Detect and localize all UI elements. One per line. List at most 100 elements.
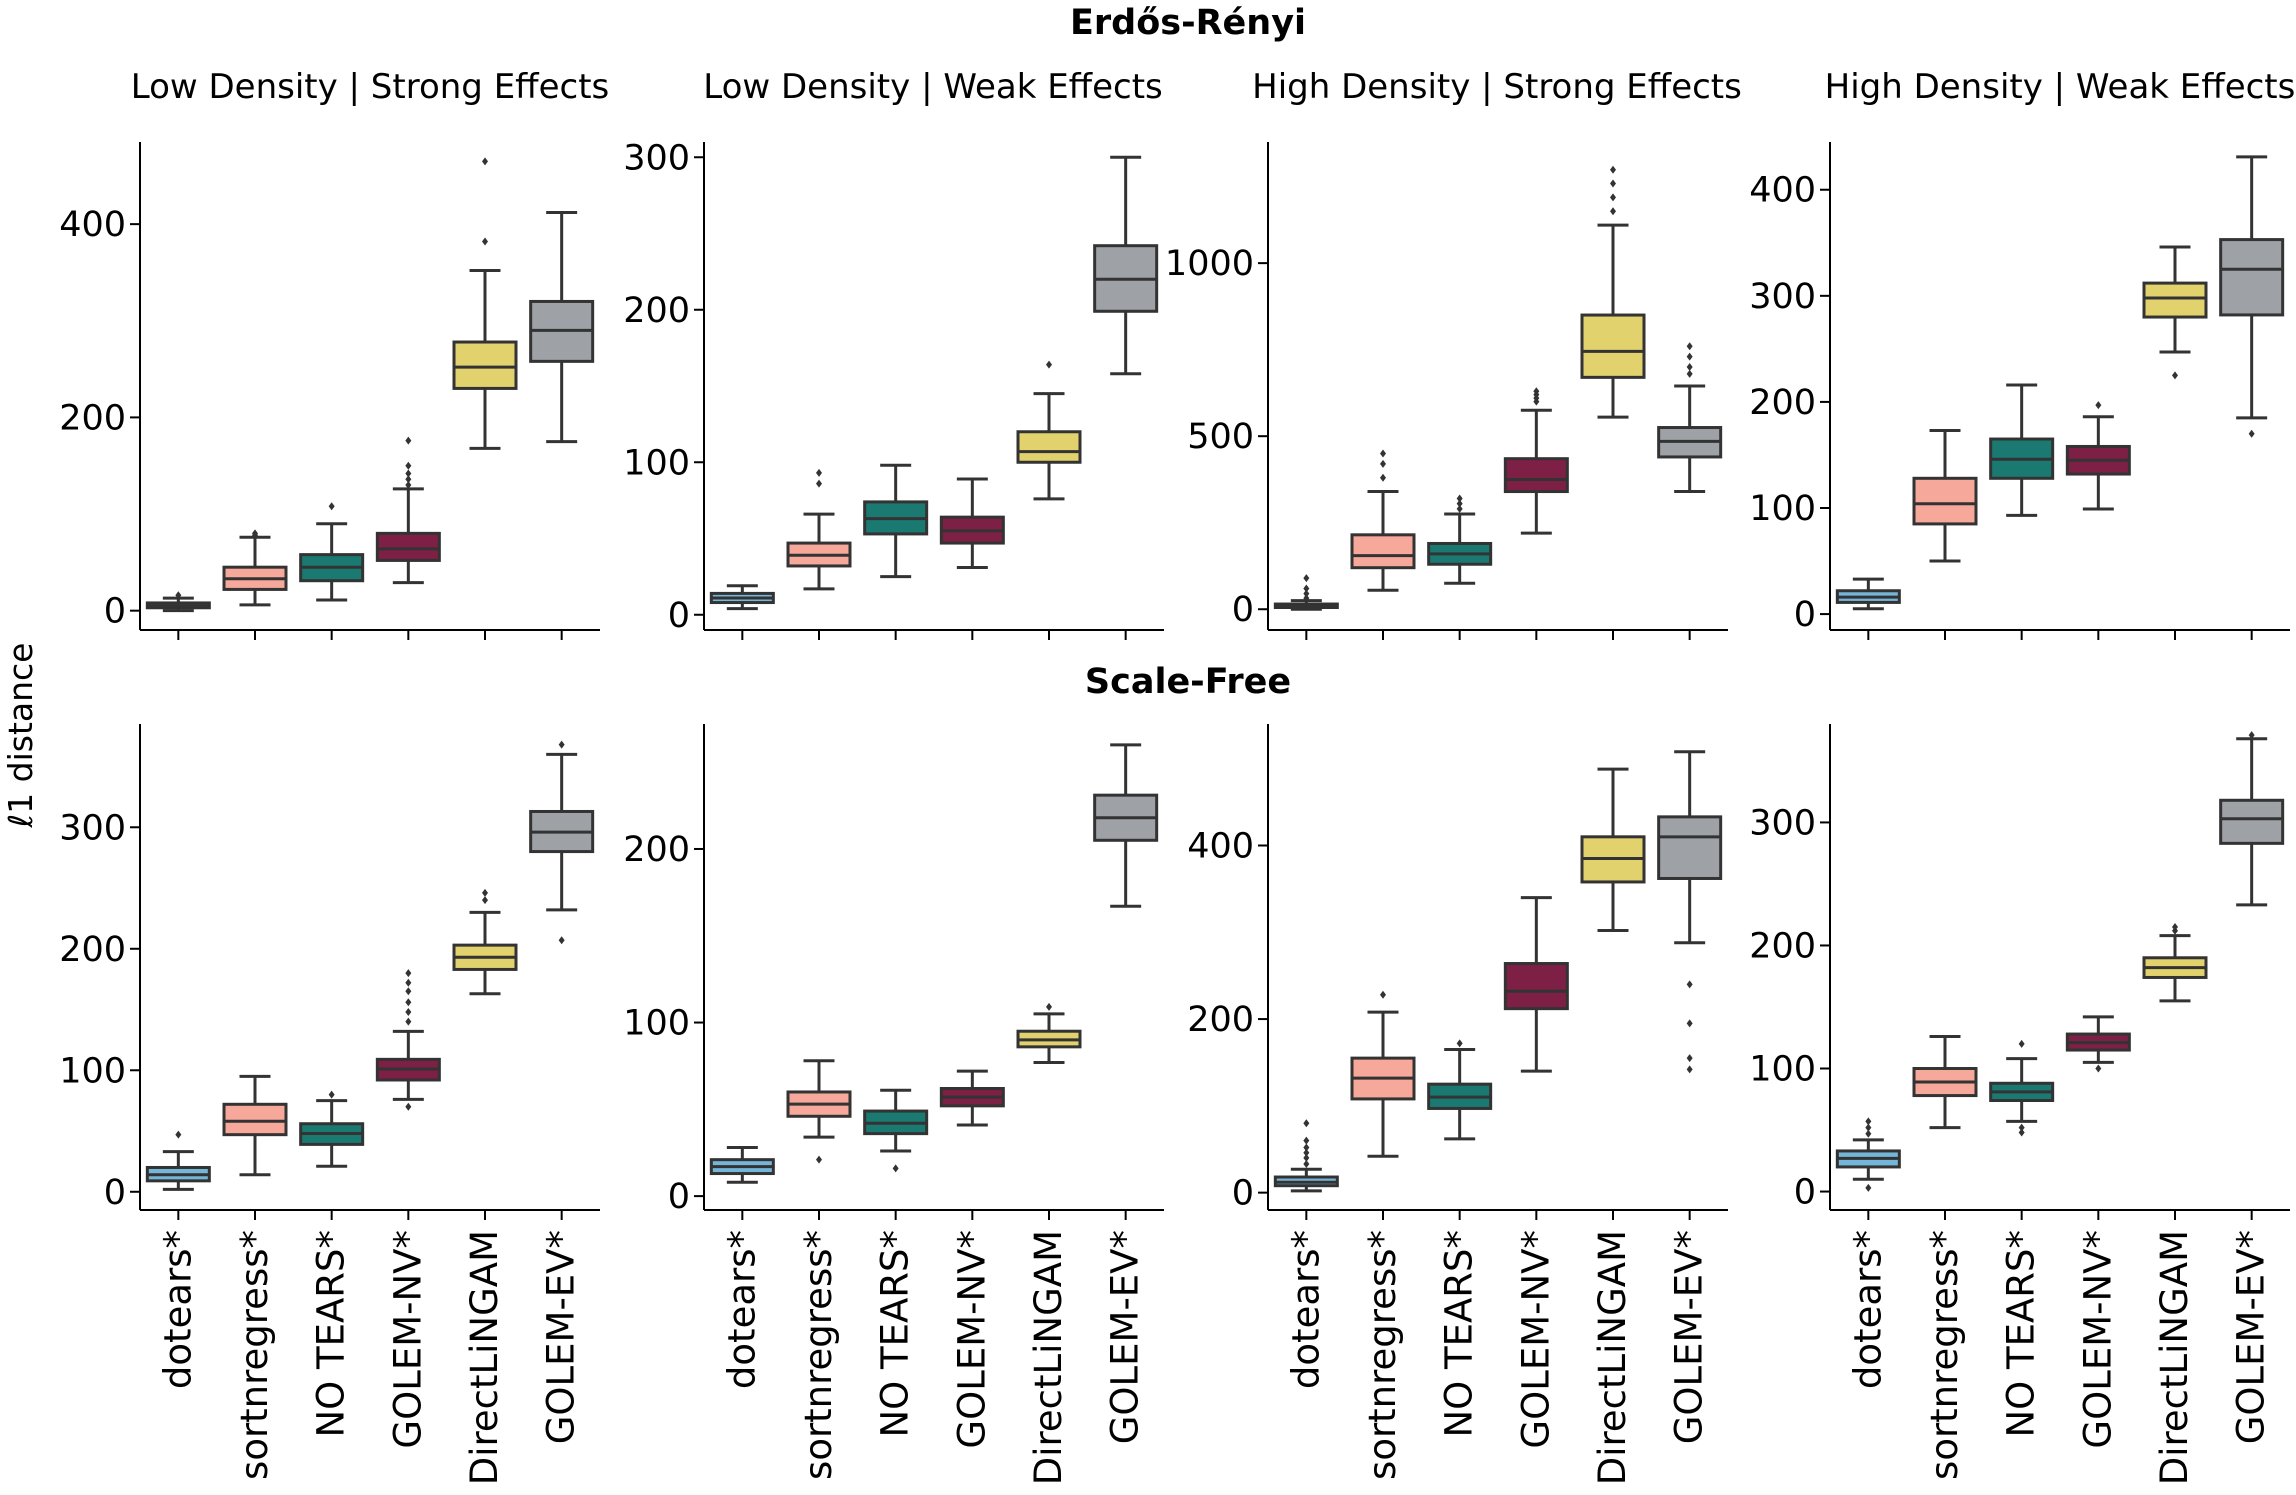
box-NO TEARS*	[1427, 494, 1493, 640]
outlier-point	[558, 936, 565, 945]
y-tick-label: 100	[1749, 489, 1816, 529]
outlier-point	[1610, 207, 1616, 216]
outlier-point	[405, 461, 412, 470]
box-GOLEM-NV*	[2065, 401, 2131, 640]
outlier-point	[1046, 360, 1052, 369]
outlier-point	[1456, 504, 1463, 513]
outlier-point	[1533, 387, 1540, 396]
box-NO TEARS*	[1989, 383, 2055, 640]
box-dotears*	[1273, 574, 1339, 640]
box-GOLEM-EV*	[529, 740, 595, 1220]
outlier-point	[1686, 369, 1693, 378]
outlier-point	[482, 888, 488, 897]
x-tick-label-GOLEM-NV*: GOLEM-NV*	[2076, 1230, 2119, 1449]
iqr-box	[2219, 798, 2285, 845]
x-tick-label-NO TEARS*: NO TEARS*	[874, 1230, 917, 1438]
box-NO TEARS*	[1427, 1039, 1493, 1220]
outlier-point	[405, 481, 412, 490]
outlier-point	[1686, 980, 1693, 989]
box-DirectLiNGAM	[452, 888, 518, 1220]
y-tick-label: 200	[623, 291, 690, 331]
y-tick-label: 0	[1794, 595, 1816, 635]
box-GOLEM-NV*	[1503, 387, 1569, 640]
x-tick-label-sortnregress*: sortnregress*	[1361, 1230, 1404, 1480]
iqr-box	[1580, 313, 1646, 379]
outlier-point	[482, 237, 488, 246]
outlier-point	[1303, 584, 1310, 593]
box-DirectLiNGAM	[452, 157, 518, 640]
outlier-point	[1303, 1160, 1310, 1169]
outlier-point	[1380, 449, 1386, 458]
panel-6: 0 100 200 dotears* sortnregress* NO TEARS* GOL…	[623, 724, 1164, 1485]
y-tick-label: 0	[1232, 590, 1254, 630]
iqr-box	[1657, 815, 1723, 880]
panel-5: 0 100 200 300 dotears* sortnregress* NO TEARS*…	[59, 724, 600, 1485]
x-tick-label-dotears*: dotears*	[720, 1230, 763, 1389]
box-NO TEARS*	[1989, 1039, 2055, 1220]
box-NO TEARS*	[863, 463, 929, 640]
x-tick-label-DirectLiNGAM: DirectLiNGAM	[2153, 1230, 2196, 1485]
box-dotears*	[709, 584, 775, 640]
box-NO TEARS*	[299, 1090, 365, 1220]
box-sortnregress*	[222, 1074, 288, 1220]
outlier-point	[1686, 1054, 1693, 1063]
y-tick-label: 200	[623, 830, 690, 870]
outlier-point	[405, 998, 412, 1007]
x-tick-label-DirectLiNGAM: DirectLiNGAM	[1027, 1230, 1070, 1485]
y-tick-label: 0	[668, 596, 690, 636]
outlier-point	[1380, 459, 1386, 468]
y-tick-label: 0	[1232, 1174, 1254, 1214]
outlier-point	[1303, 1136, 1310, 1145]
y-tick-label: 0	[104, 592, 126, 632]
outlier-point	[1380, 473, 1386, 482]
box-GOLEM-EV*	[1093, 155, 1159, 640]
x-tick-label-GOLEM-EV*: GOLEM-EV*	[1668, 1230, 1711, 1444]
panel-4: 0 100 200 300 400	[1749, 142, 2290, 640]
outlier-point	[2018, 1128, 2025, 1137]
outlier-point	[405, 969, 412, 978]
outlier-point	[816, 479, 822, 488]
box-NO TEARS*	[299, 502, 365, 640]
box-dotears*	[1273, 1119, 1339, 1220]
x-tick-label-GOLEM-NV*: GOLEM-NV*	[386, 1230, 429, 1449]
y-tick-label: 200	[1749, 383, 1816, 423]
outlier-point	[1686, 1065, 1693, 1074]
outlier-point	[1303, 1153, 1310, 1162]
box-sortnregress*	[786, 468, 852, 640]
box-GOLEM-NV*	[2065, 1015, 2131, 1220]
panel-2: 0 100 200 300	[623, 138, 1164, 640]
box-DirectLiNGAM	[1580, 165, 1646, 640]
panel-7: 0 200 400 dotears* sortnregress* NO TEARS* GOL…	[1187, 724, 1728, 1485]
x-tick-label-sortnregress*: sortnregress*	[797, 1230, 840, 1480]
outlier-point	[405, 987, 412, 996]
box-DirectLiNGAM	[2142, 923, 2208, 1220]
y-tick-label: 100	[623, 1004, 690, 1044]
box-NO TEARS*	[863, 1088, 929, 1220]
x-tick-label-dotears*: dotears*	[1846, 1230, 1889, 1389]
x-tick-label-GOLEM-NV*: GOLEM-NV*	[950, 1230, 993, 1449]
iqr-box	[1503, 457, 1569, 494]
outlier-point	[482, 896, 488, 905]
outlier-point	[2095, 1064, 2102, 1073]
outlier-point	[328, 502, 335, 511]
y-tick-label: 200	[59, 398, 126, 438]
outlier-point	[2018, 1123, 2025, 1132]
box-DirectLiNGAM	[1016, 360, 1082, 640]
outlier-point	[2172, 371, 2178, 380]
y-tick-label: 1000	[1165, 244, 1254, 284]
x-tick-label-GOLEM-EV*: GOLEM-EV*	[1104, 1230, 1147, 1444]
box-GOLEM-EV*	[1093, 743, 1159, 1220]
row-title-scale-free: Scale-Free	[1085, 662, 1291, 702]
panel-3: 0 500 1000	[1165, 142, 1728, 640]
y-tick-label: 300	[623, 138, 690, 178]
box-GOLEM-NV*	[375, 969, 441, 1220]
box-sortnregress*	[1912, 1035, 1978, 1220]
column-title-2: Low Density | Weak Effects	[703, 67, 1163, 107]
outlier-point	[1686, 352, 1693, 361]
iqr-box	[2142, 281, 2208, 319]
outlier-point	[482, 157, 488, 166]
outlier-point	[328, 1090, 335, 1099]
outlier-point	[1865, 1117, 1872, 1126]
outlier-point	[816, 468, 822, 477]
